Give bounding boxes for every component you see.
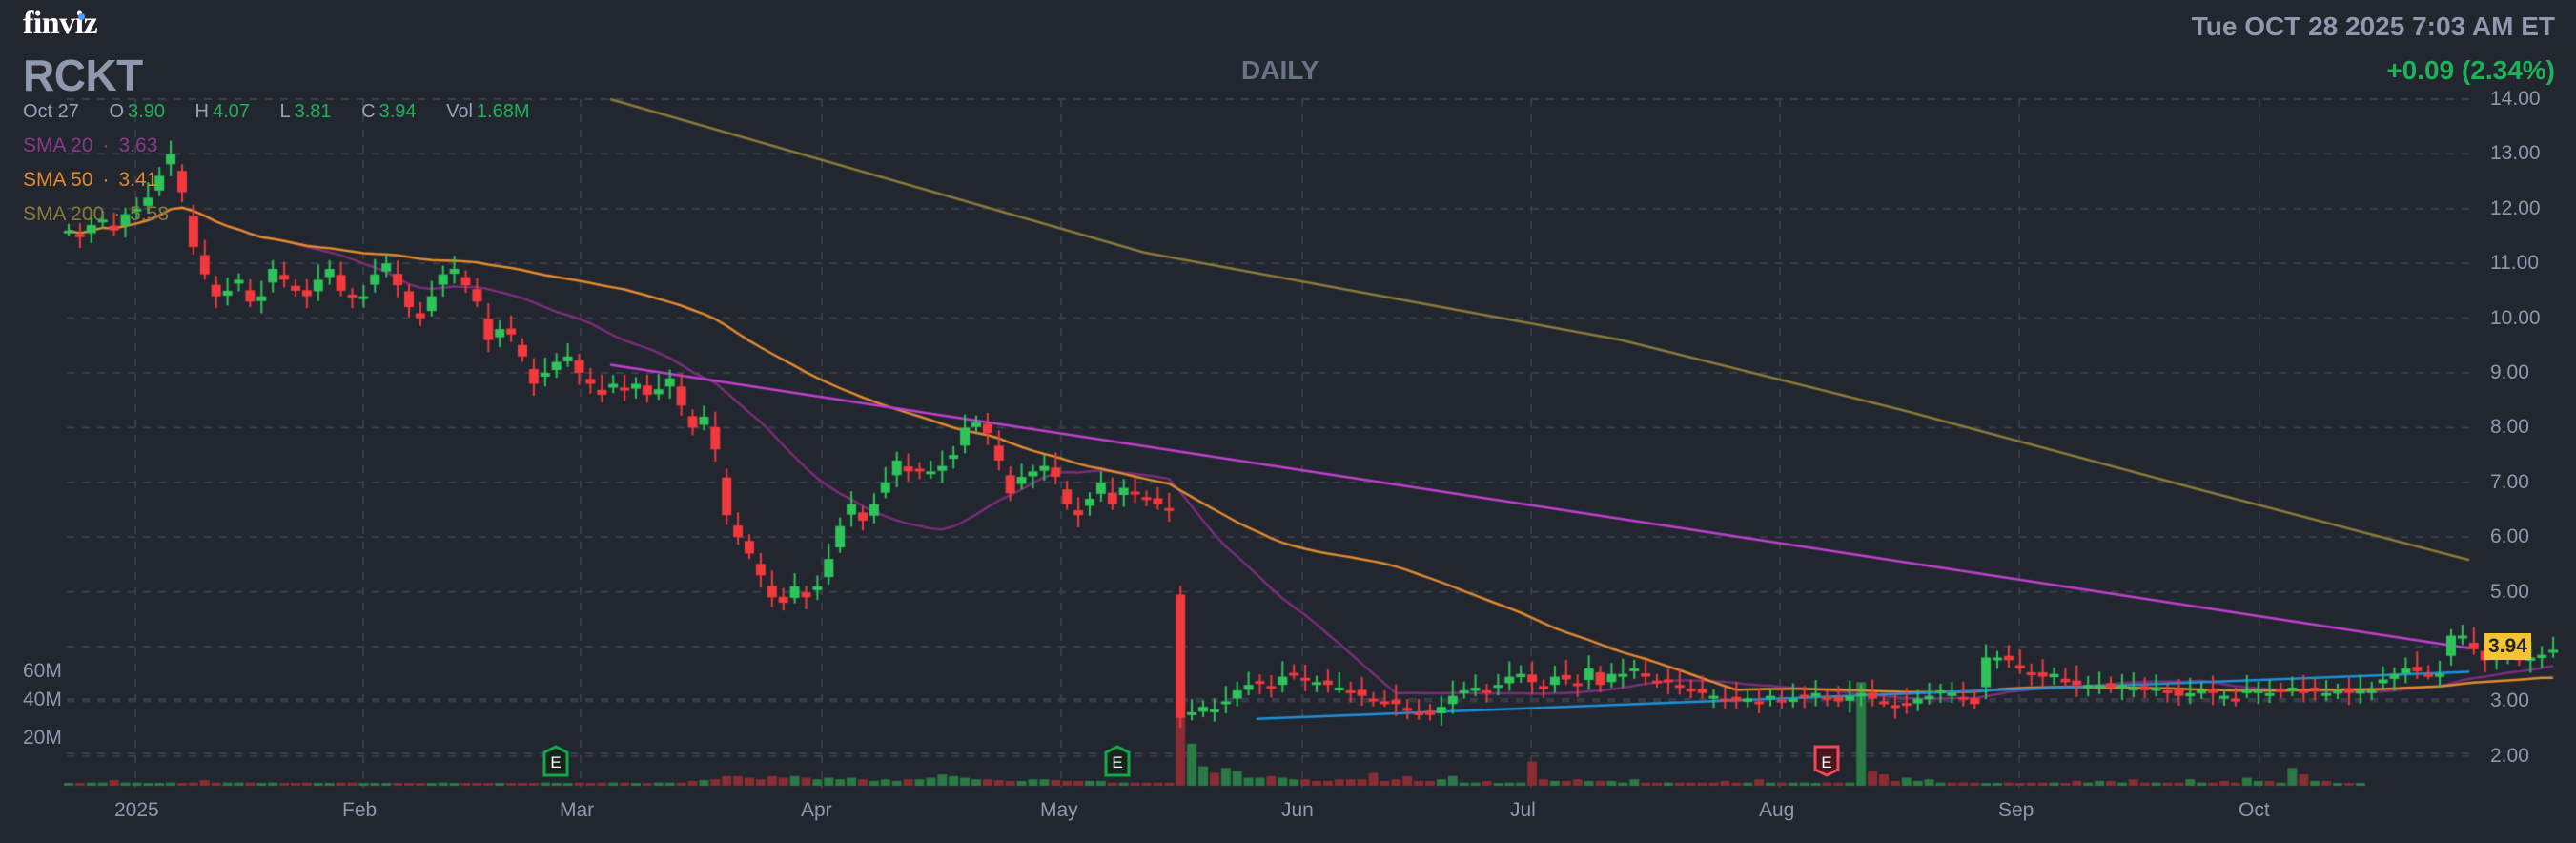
low-label: L <box>279 101 291 122</box>
time-tick: Mar <box>560 799 595 821</box>
time-tick: Sep <box>1998 799 2034 821</box>
price-tick: 2.00 <box>2490 744 2529 767</box>
price-tick: 11.00 <box>2490 252 2539 275</box>
logo-dot-icon <box>78 13 85 20</box>
price-change: +0.09 (2.34%) <box>2386 55 2555 85</box>
datetime-label: Tue OCT 28 2025 7:03 AM ET <box>2191 11 2555 41</box>
open-value: 3.90 <box>128 101 165 122</box>
volume-value: 1.68M <box>476 101 530 122</box>
price-tick: 5.00 <box>2490 580 2529 603</box>
legend-sma50[interactable]: SMA 50 · 3.41 <box>23 169 158 191</box>
svg-text:E: E <box>550 753 561 771</box>
price-tick: 8.00 <box>2490 416 2529 439</box>
time-tick: Feb <box>342 799 378 821</box>
legend-sma200[interactable]: SMA 200 · 5.58 <box>23 203 170 225</box>
time-tick: 2025 <box>114 799 159 821</box>
timeframe-label: DAILY <box>1241 55 1319 85</box>
volume-tick: 40M <box>23 689 62 710</box>
high-label: H <box>194 101 209 122</box>
time-tick: Apr <box>801 799 832 821</box>
volume-tick: 60M <box>23 660 62 682</box>
earnings-marker-icon[interactable]: E <box>1813 745 1840 777</box>
ohlc-readout: Oct 27 O 3.90 H 4.07 L 3.81 C 3.94 Vol 1.68M <box>23 101 554 123</box>
ohlc-date: Oct 27 <box>23 101 79 122</box>
time-tick: Oct <box>2239 799 2270 821</box>
volume-tick: 20M <box>23 727 62 749</box>
ticker-symbol: RCKT <box>23 51 143 100</box>
volume-label: Vol <box>446 101 473 122</box>
time-tick: Jul <box>1510 799 1536 821</box>
price-tick: 12.00 <box>2490 196 2541 219</box>
price-tick: 7.00 <box>2490 470 2529 493</box>
legend-sma20[interactable]: SMA 20 · 3.63 <box>23 134 158 156</box>
finviz-logo[interactable]: finviz <box>23 6 98 41</box>
svg-text:E: E <box>1112 753 1122 771</box>
close-value: 3.94 <box>378 101 417 122</box>
price-tick: 14.00 <box>2490 88 2541 110</box>
svg-text:E: E <box>1821 753 1831 771</box>
close-label: C <box>361 101 376 122</box>
price-tick: 9.00 <box>2490 361 2529 383</box>
price-tick: 6.00 <box>2490 525 2529 548</box>
low-value: 3.81 <box>294 101 332 122</box>
last-price-badge: 3.94 <box>2484 633 2531 660</box>
earnings-marker-icon[interactable]: E <box>1104 745 1131 777</box>
time-tick: Jun <box>1281 799 1314 821</box>
price-tick: 13.00 <box>2490 142 2541 165</box>
time-tick: Aug <box>1759 799 1795 821</box>
open-label: O <box>109 101 125 122</box>
time-tick: May <box>1040 799 1078 821</box>
earnings-marker-icon[interactable]: E <box>542 745 569 777</box>
price-tick: 10.00 <box>2490 306 2541 329</box>
price-tick: 3.00 <box>2490 689 2529 712</box>
high-value: 4.07 <box>213 101 250 122</box>
